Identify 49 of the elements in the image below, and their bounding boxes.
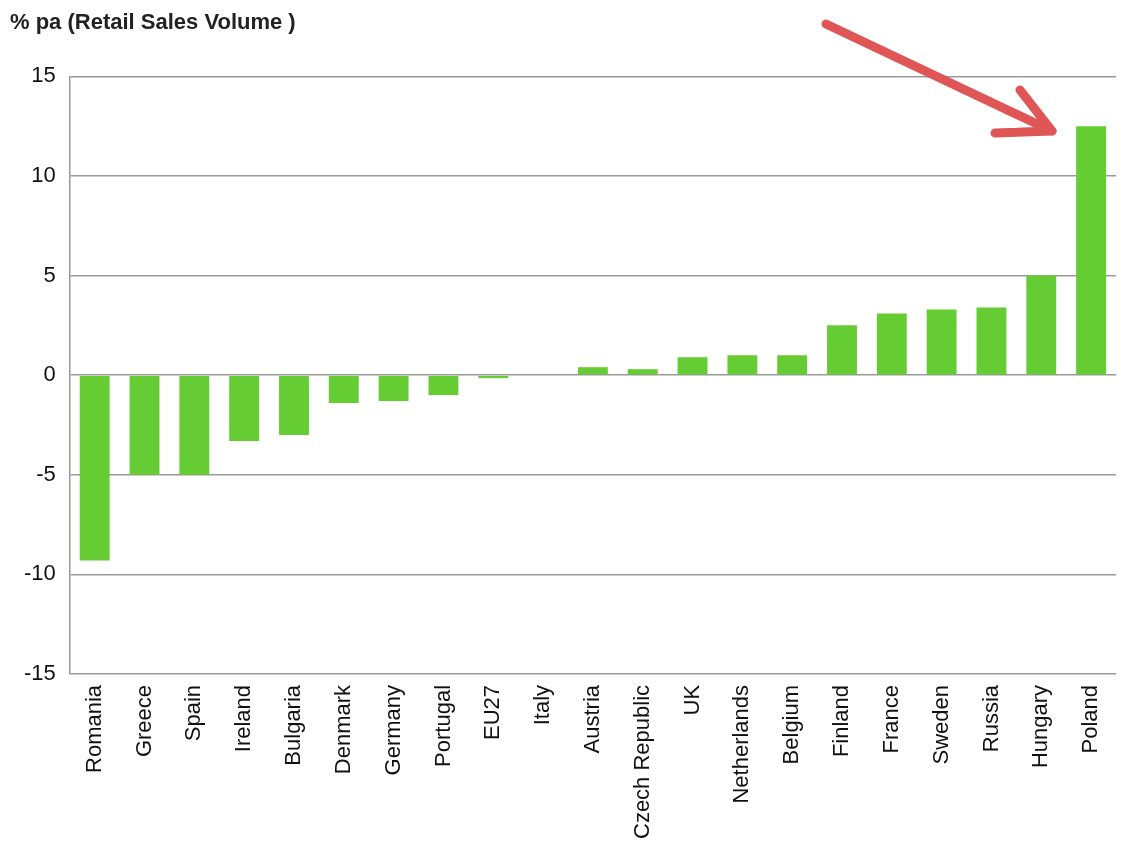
x-tick-label: Russia: [977, 684, 1003, 753]
y-tick-label: 0: [43, 361, 56, 387]
bar: [777, 355, 808, 375]
x-tick-label: UK: [678, 684, 704, 716]
bar: [328, 375, 359, 404]
bar: [79, 375, 110, 561]
bar: [976, 307, 1007, 375]
bar: [1076, 126, 1107, 375]
x-tick-label: Portugal: [429, 684, 455, 767]
bar: [279, 375, 309, 435]
x-tick-label: Romania: [80, 684, 106, 773]
x-tick-label: Finland: [828, 684, 854, 758]
y-tick-label: -10: [24, 560, 56, 586]
bar: [378, 375, 409, 402]
x-tick-label: Denmark: [329, 683, 355, 775]
x-tick-label: Poland: [1077, 684, 1103, 754]
bar: [478, 375, 509, 379]
y-tick-label: 15: [31, 62, 56, 88]
chart-title: % pa (Retail Sales Volume ): [10, 9, 296, 35]
x-tick-label: Spain: [180, 684, 206, 742]
x-tick-label: Netherlands: [728, 684, 754, 804]
bar: [627, 369, 658, 375]
x-tick-label: Belgium: [778, 684, 804, 765]
bar: [677, 357, 708, 375]
bar: [827, 325, 857, 375]
bar: [1026, 275, 1057, 375]
y-tick-label: 5: [43, 261, 56, 287]
bar: [876, 313, 907, 375]
x-tick-label: France: [877, 684, 903, 754]
bar: [727, 355, 758, 375]
x-tick-label: Czech Republic: [628, 684, 654, 839]
x-tick-label: Ireland: [230, 684, 256, 753]
x-tick-label: Greece: [130, 684, 156, 758]
x-tick-label: Bulgaria: [280, 684, 306, 766]
bar: [229, 375, 260, 441]
x-tick-label: Austria: [578, 684, 604, 754]
x-tick-label: Italy: [529, 684, 555, 726]
x-tick-label: EU27: [479, 684, 505, 740]
bar: [577, 367, 608, 375]
x-tick-label: Germany: [379, 684, 405, 776]
x-tick-label: Sweden: [927, 684, 953, 765]
y-tick-label: -15: [24, 659, 56, 685]
x-tick-label: Hungary: [1027, 684, 1053, 769]
y-tick-label: -5: [36, 460, 56, 486]
bar: [428, 375, 459, 396]
y-tick-label: 10: [31, 162, 56, 188]
bar: [129, 375, 160, 475]
bar: [926, 309, 957, 375]
bar: [179, 375, 210, 475]
